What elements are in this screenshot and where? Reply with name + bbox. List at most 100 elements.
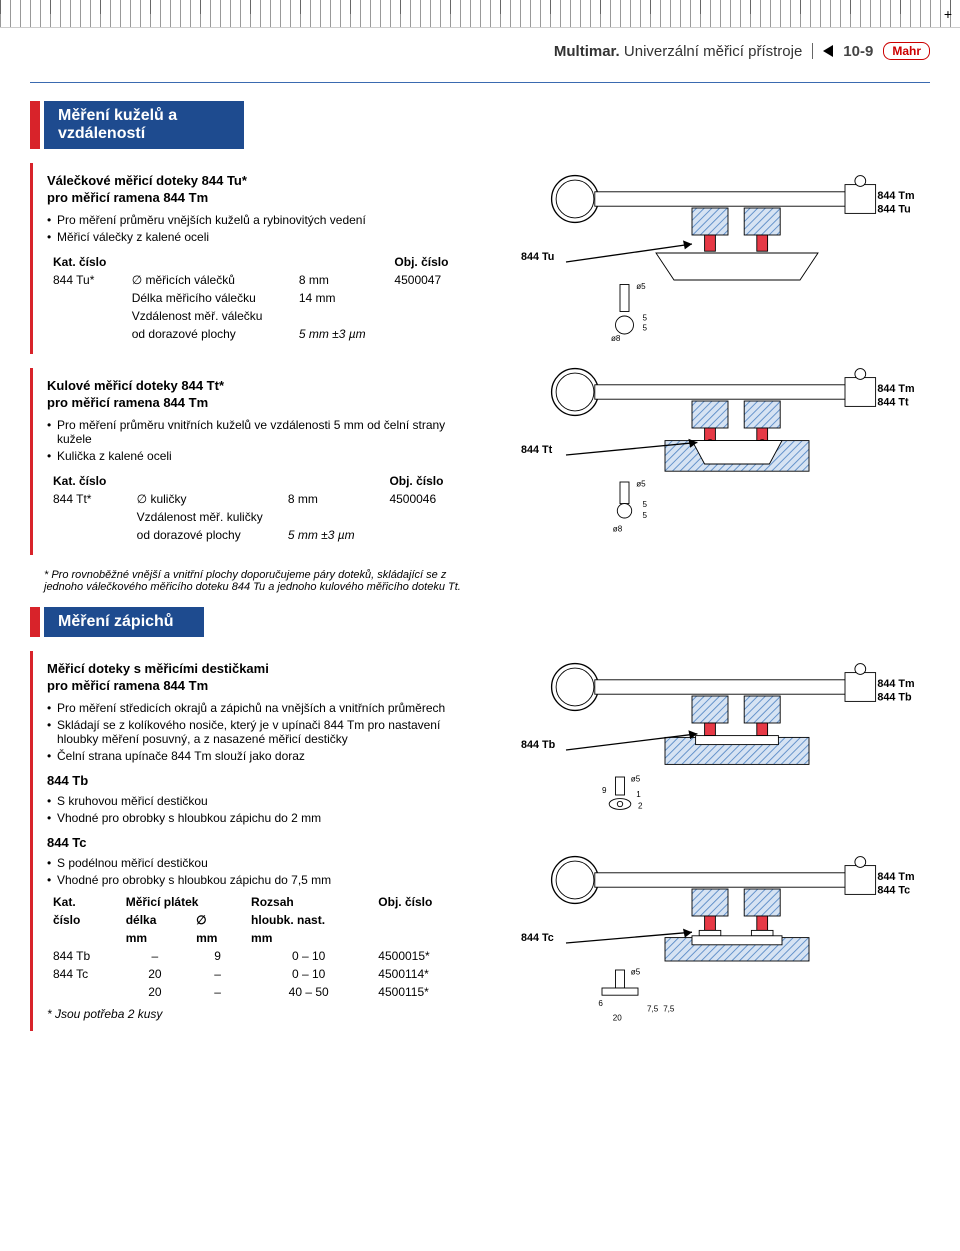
diagram-844-tc: 844 Tc 844 Tm 844 Tc ø5 6 7,5 7,5 20 bbox=[490, 844, 930, 1027]
product-title: Válečkové měřicí doteky 844 Tu* bbox=[47, 173, 470, 188]
page-header: Multimar. Univerzální měřicí přístroje 1… bbox=[0, 28, 960, 68]
svg-text:844 Tt: 844 Tt bbox=[877, 397, 909, 409]
feature-list: Pro měření průměru vnějších kuželů a ryb… bbox=[47, 213, 470, 244]
list-item: Kulička z kalené oceli bbox=[47, 449, 470, 463]
svg-text:844 Tb: 844 Tb bbox=[877, 692, 912, 704]
spec-val: 5 mm ±3 µm bbox=[295, 326, 389, 342]
cell: 4500015* bbox=[372, 947, 470, 965]
feature-list: S kruhovou měřicí destičkou Vhodné pro o… bbox=[47, 794, 470, 825]
divider bbox=[812, 43, 813, 59]
cell: – bbox=[190, 983, 245, 1001]
cell: 20 bbox=[120, 965, 190, 983]
product-block-tu: Válečkové měřicí doteky 844 Tu* pro měři… bbox=[30, 163, 470, 354]
th: mm bbox=[120, 929, 190, 947]
list-item: Vhodné pro obrobky s hloubkou zápichu do… bbox=[47, 811, 470, 825]
svg-text:ø5: ø5 bbox=[636, 480, 646, 489]
brand: Multimar. bbox=[554, 43, 620, 60]
svg-text:844 Tb: 844 Tb bbox=[521, 739, 556, 751]
red-tab bbox=[30, 607, 40, 637]
spec-label: Vzdálenost měř. kuličky bbox=[133, 509, 468, 525]
svg-text:ø5: ø5 bbox=[631, 968, 641, 977]
product-subtitle: pro měřicí ramena 844 Tm bbox=[47, 395, 470, 410]
svg-text:ø5: ø5 bbox=[631, 775, 641, 784]
cell: – bbox=[190, 965, 245, 983]
th: délka bbox=[120, 911, 190, 929]
spec-val: 5 mm ±3 µm bbox=[284, 527, 384, 543]
cell: 0 – 10 bbox=[245, 965, 372, 983]
product-title: Kulové měřicí doteky 844 Tt* bbox=[47, 378, 470, 393]
col-obj: Obj. číslo bbox=[385, 473, 468, 489]
rule bbox=[30, 82, 930, 83]
svg-text:5: 5 bbox=[643, 323, 648, 332]
heading-text: Měření zápichů bbox=[44, 607, 204, 637]
svg-text:ø8: ø8 bbox=[611, 334, 621, 343]
product-subtitle: pro měřicí ramena 844 Tm bbox=[47, 678, 470, 693]
variant-heading-tc: 844 Tc bbox=[47, 835, 470, 850]
th: číslo bbox=[47, 911, 120, 929]
svg-text:2: 2 bbox=[638, 802, 643, 811]
section-heading-1: Měření kuželů a vzdáleností bbox=[30, 101, 930, 149]
svg-text:5: 5 bbox=[643, 500, 648, 509]
page-number: 10-9 bbox=[843, 43, 873, 60]
table-row: 20 – 40 – 50 4500115* bbox=[47, 983, 470, 1001]
list-item: Pro měření průměru vnitřních kuželů ve v… bbox=[47, 418, 470, 446]
th: Rozsah bbox=[245, 893, 372, 911]
cell: 20 bbox=[120, 983, 190, 1001]
spec-label: ∅ měřicích válečků bbox=[128, 272, 293, 288]
th: Obj. číslo bbox=[372, 893, 470, 911]
cell: 0 – 10 bbox=[245, 947, 372, 965]
label: 844 Tm bbox=[877, 190, 914, 202]
spec-label: od dorazové plochy bbox=[128, 326, 293, 342]
list-item: Skládají se z kolíkového nosiče, který j… bbox=[47, 718, 470, 746]
table-footnote: * Jsou potřeba 2 kusy bbox=[47, 1007, 470, 1021]
cat-no: 844 Tt* bbox=[49, 491, 131, 507]
th: hloubk. nast. bbox=[245, 911, 372, 929]
svg-text:844 Tt: 844 Tt bbox=[521, 444, 553, 456]
spec-val: 14 mm bbox=[295, 290, 389, 306]
diagram-844-tt: 844 Tt 844 Tm 844 Tt ø5 5 5 ø8 bbox=[490, 356, 930, 539]
variant-heading-tb: 844 Tb bbox=[47, 773, 470, 788]
list-item: Vhodné pro obrobky s hloubkou zápichu do… bbox=[47, 873, 470, 887]
svg-text:7,5: 7,5 bbox=[647, 1004, 659, 1013]
label: 844 Tu bbox=[877, 204, 910, 216]
product-block-tt: Kulové měřicí doteky 844 Tt* pro měřicí … bbox=[30, 368, 470, 555]
mahr-badge: Mahr bbox=[883, 42, 930, 60]
label: 844 Tu bbox=[521, 251, 554, 263]
footnote: * Pro rovnoběžné vnější a vnitřní plochy… bbox=[44, 569, 470, 593]
svg-text:844 Tm: 844 Tm bbox=[877, 871, 914, 883]
arrow-left-icon bbox=[823, 45, 833, 57]
svg-text:5: 5 bbox=[643, 314, 648, 323]
svg-text:5: 5 bbox=[643, 511, 648, 520]
cell: – bbox=[120, 947, 190, 965]
spec-label: Délka měřicího válečku bbox=[128, 290, 293, 306]
spec-table-tu: Kat. číslo Obj. číslo 844 Tu* ∅ měřicích… bbox=[47, 252, 470, 344]
svg-text:844 Tm: 844 Tm bbox=[877, 383, 914, 395]
cell: 4500114* bbox=[372, 965, 470, 983]
svg-text:844 Tm: 844 Tm bbox=[877, 678, 914, 690]
cell bbox=[47, 983, 120, 1001]
order-no: 4500046 bbox=[385, 491, 468, 507]
svg-text:7,5: 7,5 bbox=[663, 1004, 675, 1013]
heading-text: Měření kuželů a vzdáleností bbox=[44, 101, 244, 149]
brand-section: Multimar. Univerzální měřicí přístroje bbox=[554, 43, 802, 60]
list-item: Měřicí válečky z kalené oceli bbox=[47, 230, 470, 244]
feature-list: Pro měření středicích okrajů a zápichů n… bbox=[47, 701, 470, 763]
list-item: Čelní strana upínače 844 Tm slouží jako … bbox=[47, 749, 470, 763]
spec-table-tt: Kat. číslo Obj. číslo 844 Tt* ∅ kuličky … bbox=[47, 471, 470, 545]
svg-text:1: 1 bbox=[636, 790, 641, 799]
col-obj: Obj. číslo bbox=[390, 254, 468, 270]
th: Měřicí plátek bbox=[120, 893, 245, 911]
th: ∅ bbox=[190, 911, 245, 929]
svg-text:844 Tc: 844 Tc bbox=[521, 932, 554, 944]
list-item: S kruhovou měřicí destičkou bbox=[47, 794, 470, 808]
feature-list: Pro měření průměru vnitřních kuželů ve v… bbox=[47, 418, 470, 463]
svg-text:6: 6 bbox=[598, 999, 603, 1008]
svg-text:ø5: ø5 bbox=[636, 282, 646, 291]
list-item: S podélnou měřicí destičkou bbox=[47, 856, 470, 870]
cell: 40 – 50 bbox=[245, 983, 372, 1001]
ruler-graphic: + bbox=[0, 0, 960, 28]
feature-list: S podélnou měřicí destičkou Vhodné pro o… bbox=[47, 856, 470, 887]
order-table: Kat. Měřicí plátek Rozsah Obj. číslo čís… bbox=[47, 893, 470, 1001]
category: Univerzální měřicí přístroje bbox=[624, 43, 802, 60]
svg-text:9: 9 bbox=[602, 786, 607, 795]
